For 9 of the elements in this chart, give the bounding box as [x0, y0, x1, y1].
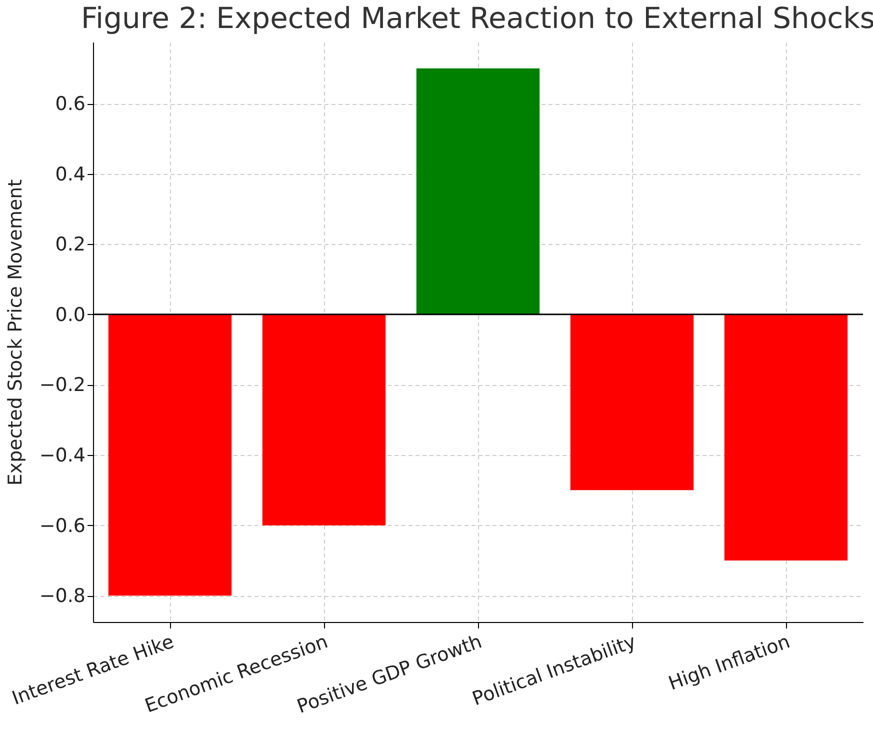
- y-tick-label: −0.8: [39, 585, 86, 608]
- y-tick-label: 0.0: [55, 304, 86, 326]
- y-axis-title: Expected Stock Price Movement: [4, 179, 26, 486]
- y-tick-label: 0.2: [55, 234, 86, 256]
- y-tick-label: 0.4: [55, 163, 86, 186]
- y-tick-label: 0.6: [55, 93, 86, 116]
- y-tick-label: −0.6: [39, 514, 86, 537]
- y-tick-label: −0.4: [39, 444, 86, 467]
- y-tick-label: −0.2: [39, 374, 86, 396]
